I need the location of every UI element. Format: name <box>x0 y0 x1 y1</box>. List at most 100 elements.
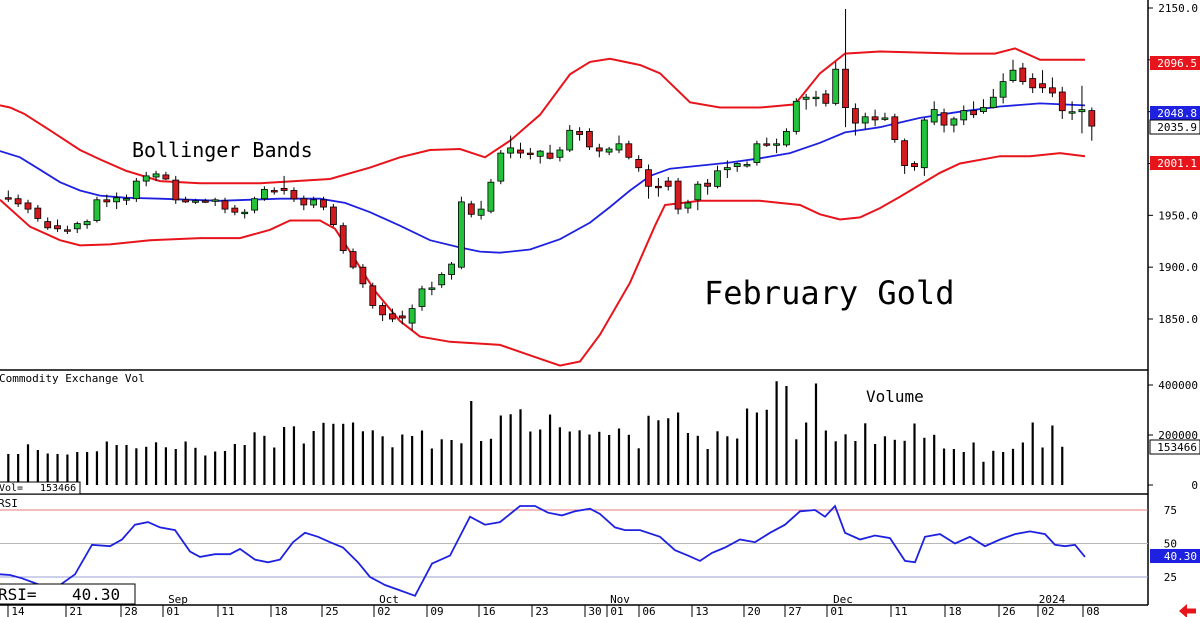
candle-body <box>891 116 899 141</box>
candle <box>733 162 741 172</box>
date-tick-label: 06 <box>642 605 655 617</box>
candle <box>615 135 623 154</box>
candle <box>280 175 288 195</box>
rsi-axis: 75 50 25 <box>1164 504 1177 584</box>
date-tick-label: 27 <box>788 605 801 617</box>
candle-body <box>64 229 71 232</box>
candle <box>901 138 908 174</box>
volume-tick-label: 200000 <box>1158 429 1198 442</box>
date-tick-label: 02 <box>1041 605 1054 617</box>
candle <box>546 144 554 160</box>
candle <box>290 187 298 202</box>
candle-body <box>418 288 426 307</box>
bollinger-bands <box>0 47 1086 367</box>
rsi-readout: RSI= 40.30 <box>0 583 136 605</box>
chart-title: February Gold <box>704 274 954 312</box>
volume-readout: Vol= 153466 <box>0 481 81 495</box>
rsi-pane-title: RSI <box>0 497 18 510</box>
volume-axis: 400000 200000 0 <box>1148 379 1198 492</box>
candle <box>517 142 524 159</box>
candle-body <box>428 287 436 290</box>
candle-body <box>989 96 997 108</box>
volume-current-tag-bg <box>1149 439 1200 455</box>
date-tick-label: 08 <box>1086 605 1099 617</box>
candle <box>723 160 731 178</box>
candle-body <box>477 208 485 216</box>
volume-annotation: Volume <box>866 387 924 406</box>
candle-body <box>1078 109 1086 113</box>
candle <box>684 199 692 214</box>
candle <box>251 196 259 214</box>
volume-current-tag: 153466 <box>1149 439 1200 455</box>
candle-body <box>241 211 249 215</box>
rsi-current-value: 40.30 <box>1164 550 1197 563</box>
month-label: Dec <box>833 593 853 606</box>
date-tick-label: 25 <box>325 605 338 617</box>
candle <box>1049 77 1056 98</box>
candle-body <box>1058 91 1066 112</box>
date-tick-label: 18 <box>274 605 287 617</box>
candle <box>497 150 505 185</box>
candle-body <box>83 221 91 226</box>
rsi-tick-label: 50 <box>1164 538 1177 551</box>
scroll-left-arrow-shape <box>1179 604 1196 617</box>
date-tick-label: 01 <box>610 605 623 617</box>
candle-body <box>556 149 564 158</box>
candle <box>329 203 337 227</box>
candle <box>773 138 780 154</box>
candle <box>270 187 278 195</box>
candle-body <box>388 313 396 320</box>
candle-body <box>172 179 180 201</box>
middle-band-tag: 2048.8 <box>1150 106 1200 120</box>
candle <box>398 310 406 325</box>
candle <box>743 161 751 168</box>
candle <box>24 199 32 214</box>
candle-body <box>1088 110 1096 127</box>
candle-body <box>231 207 239 213</box>
candle <box>930 101 938 126</box>
rsi-readout-value: 40.30 <box>72 585 120 604</box>
candle <box>960 105 968 126</box>
candle <box>4 190 12 202</box>
candle-body <box>1029 78 1037 89</box>
volume-tick-label: 400000 <box>1158 379 1198 392</box>
candle-body <box>812 96 820 100</box>
candle-body <box>320 199 327 208</box>
candle-body <box>694 183 702 201</box>
candle <box>241 209 249 219</box>
candle-body <box>911 163 918 167</box>
middle-bollinger-band <box>0 102 1086 254</box>
candle <box>44 217 52 230</box>
candle-body <box>34 207 42 219</box>
candle <box>911 161 918 171</box>
candle-body <box>467 203 475 215</box>
candle-body <box>674 180 682 210</box>
candle-body <box>546 152 554 159</box>
candle <box>861 112 869 130</box>
candle-body <box>123 198 130 201</box>
price-tick-label: 2150.0 <box>1158 2 1198 15</box>
candle <box>1078 85 1086 134</box>
date-tick-label: 23 <box>535 605 548 617</box>
candle-body <box>379 305 387 316</box>
candle-body <box>270 190 278 193</box>
date-tick-label: 18 <box>948 605 961 617</box>
candle-body <box>369 285 377 306</box>
candle-body <box>733 163 741 167</box>
candle <box>891 113 899 143</box>
candle-body <box>625 143 633 158</box>
scroll-left-arrow-icon[interactable] <box>1179 604 1196 617</box>
candle <box>812 90 820 107</box>
candle <box>881 112 889 121</box>
candle <box>586 128 593 150</box>
candle-body <box>162 174 170 180</box>
upper-band-tag-bg <box>1150 56 1200 70</box>
candle <box>192 198 199 204</box>
candle-body <box>507 147 515 154</box>
candle <box>408 304 416 331</box>
date-tick-label: 02 <box>377 605 390 617</box>
candle-body <box>359 266 367 285</box>
candle <box>64 225 71 234</box>
candle <box>14 194 22 207</box>
